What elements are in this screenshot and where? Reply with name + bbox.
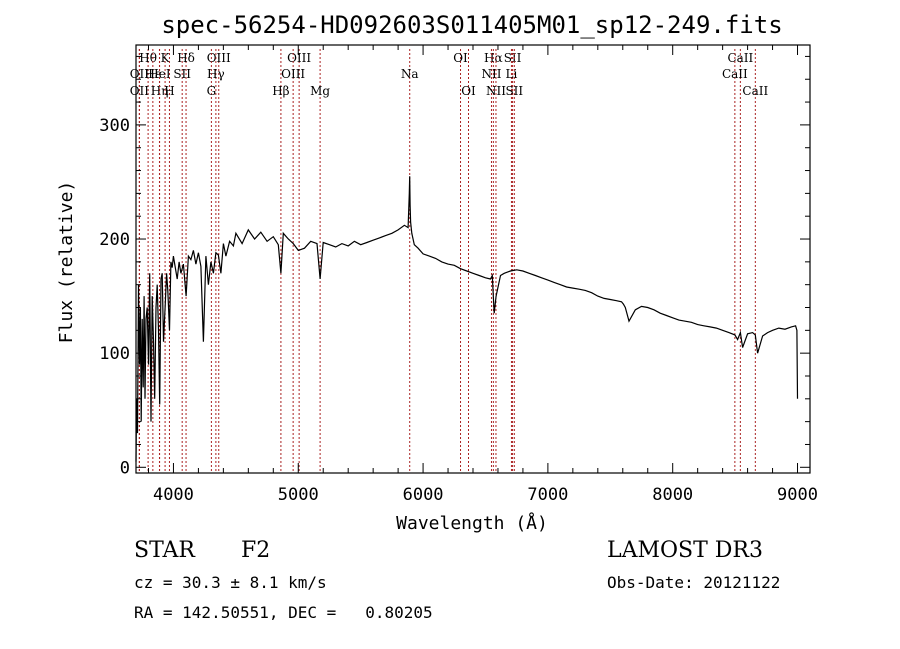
line-label-14: OIII: [287, 51, 311, 65]
obs-date: Obs-Date: 20121122: [607, 573, 781, 592]
line-label-25: SII: [505, 84, 523, 98]
line-label-22: NII: [486, 84, 506, 98]
y-tick-label-3: 300: [99, 116, 130, 136]
line-label-2: OII: [130, 84, 150, 98]
x-axis-label: Wavelength (Å): [396, 512, 548, 534]
spectrum-line: [135, 176, 799, 462]
line-label-8: SII: [173, 67, 191, 81]
y-axis-label: Flux (relative): [56, 181, 77, 344]
x-tick-label-4: 8000: [652, 485, 693, 505]
line-label-26: CaII: [727, 51, 753, 65]
line-label-3: Hε: [145, 67, 162, 81]
survey-name: LAMOST DR3: [607, 538, 763, 563]
line-label-24: Li: [506, 67, 518, 81]
line-label-17: Na: [401, 67, 419, 81]
line-label-19: OI: [461, 84, 476, 98]
y-tick-label-2: 200: [99, 230, 130, 250]
line-label-13: Hβ: [272, 84, 289, 98]
object-type: STAR: [134, 538, 195, 563]
line-label-5: K: [161, 51, 171, 65]
coordinates: RA = 142.50551, DEC = 0.80205: [134, 603, 433, 622]
x-tick-label-0: 4000: [153, 485, 194, 505]
y-tick-label-1: 100: [99, 344, 130, 364]
line-label-28: CaII: [742, 84, 768, 98]
axes-frame: [135, 44, 811, 474]
line-label-7: H: [164, 84, 174, 98]
y-tick-label-0: 0: [120, 458, 130, 478]
line-label-20: Hα: [484, 51, 503, 65]
x-tick-label-2: 6000: [403, 485, 444, 505]
line-label-0: Hθ: [139, 51, 157, 65]
line-label-10: OIII: [207, 51, 231, 65]
spectral-subclass: F2: [241, 538, 271, 563]
x-tick-label-3: 7000: [527, 485, 568, 505]
x-tick-label-5: 9000: [777, 485, 818, 505]
redshift-readout: cz = 30.3 ± 8.1 km/s: [134, 573, 327, 592]
line-label-16: Mg: [310, 84, 330, 98]
line-label-9: Hδ: [177, 51, 195, 65]
line-label-18: OI: [453, 51, 468, 65]
line-label-11: Hγ: [207, 67, 225, 81]
line-label-21: NII: [481, 67, 501, 81]
line-label-12: G: [207, 84, 217, 98]
line-label-15: OIII: [281, 67, 305, 81]
chart-title: spec-56254-HD092603S011405M01_sp12-249.f…: [161, 11, 782, 39]
x-tick-label-1: 5000: [278, 485, 319, 505]
line-label-27: CaII: [722, 67, 748, 81]
line-label-23: SII: [504, 51, 522, 65]
line-label-6: HeI: [148, 67, 171, 81]
